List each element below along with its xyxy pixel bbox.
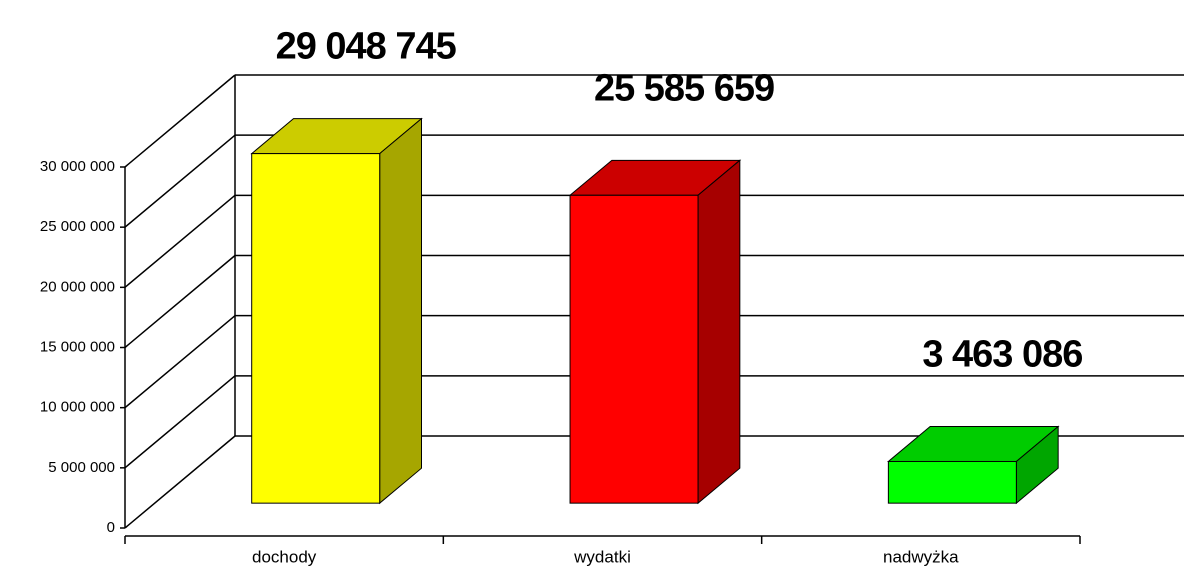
y-tick-label: 0 (107, 519, 115, 536)
value-label: 25 585 659 (594, 67, 774, 109)
x-tick-label: dochody (252, 547, 317, 566)
grid-line (124, 315, 236, 409)
bar-side (697, 159, 741, 505)
value-label: 3 463 086 (922, 334, 1082, 376)
y-tick-label: 15 000 000 (40, 338, 115, 355)
y-tick-label: 20 000 000 (40, 278, 115, 295)
y-tick-label: 5 000 000 (48, 459, 115, 476)
bar (569, 194, 699, 504)
bar (887, 460, 1017, 504)
bar-side (379, 117, 422, 505)
y-tick-label: 30 000 000 (40, 158, 115, 175)
bar (251, 153, 381, 504)
grid-line (124, 134, 236, 228)
grid-line (124, 435, 236, 529)
grid-line (124, 375, 236, 469)
x-tick-label: wydatki (573, 547, 631, 566)
grid-line (124, 194, 236, 288)
value-label: 29 048 745 (276, 26, 457, 68)
x-tick-label: nadwyżka (883, 547, 959, 566)
grid-line (124, 74, 236, 168)
y-tick-label: 10 000 000 (40, 399, 115, 416)
grid-line (124, 254, 236, 349)
y-tick-label: 25 000 000 (40, 218, 115, 235)
